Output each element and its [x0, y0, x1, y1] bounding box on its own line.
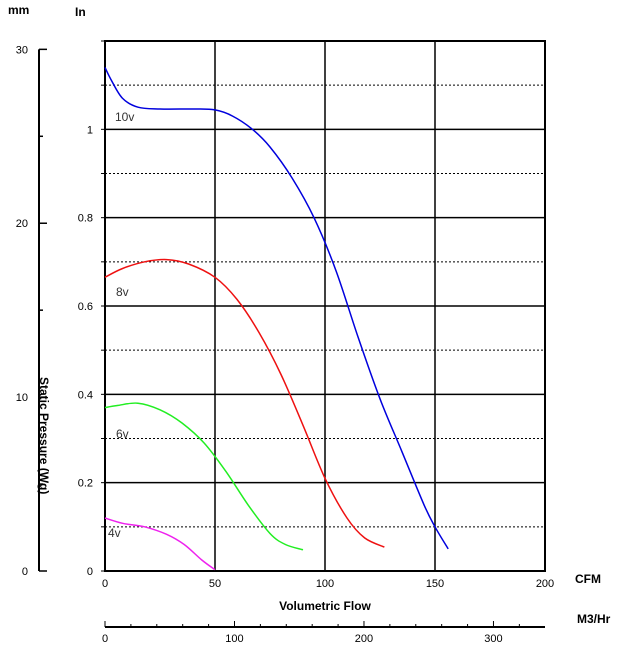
- x-m3-tick-label: 200: [355, 633, 373, 645]
- curve-label-6v: 6v: [116, 427, 129, 441]
- y-in-tick-label: 0.8: [78, 213, 93, 225]
- x-m3-tick-label: 100: [225, 633, 243, 645]
- y-mm-tick-label: 10: [16, 392, 28, 404]
- curve-6v: [104, 402, 304, 551]
- x-cfm-tick-label: 100: [316, 578, 334, 590]
- y-in-tick-label: 0.6: [78, 301, 93, 313]
- y-in-tick-label: 0.4: [78, 389, 93, 401]
- y-in-tick-label: 0: [87, 566, 93, 578]
- mm-unit-label: mm: [8, 3, 29, 17]
- grid: [104, 40, 546, 572]
- curve-8v: [104, 258, 385, 548]
- x-cfm-tick-label: 50: [209, 578, 221, 590]
- in-unit-label: In: [75, 5, 86, 19]
- x-axis-title: Volumetric Flow: [279, 599, 371, 613]
- y-axis-title: Static Pressure (Wg): [37, 377, 51, 494]
- x-cfm-tick-label: 0: [102, 578, 108, 590]
- curves: [104, 67, 449, 571]
- curve-10v: [104, 67, 449, 550]
- x-cfm-tick-label: 200: [536, 578, 554, 590]
- y-mm-tick-label: 20: [16, 218, 28, 230]
- y-mm-tick-label: 30: [16, 44, 28, 56]
- m3hr-unit-label: M3/Hr: [577, 612, 611, 626]
- cfm-unit-label: CFM: [575, 572, 601, 586]
- y-mm-tick-label: 0: [22, 566, 28, 578]
- axes: [38, 40, 545, 628]
- x-cfm-tick-label: 150: [426, 578, 444, 590]
- curve-label-4v: 4v: [108, 526, 121, 540]
- curve-label-10v: 10v: [115, 110, 134, 124]
- y-in-tick-label: 1: [87, 124, 93, 136]
- y-in-tick-label: 0.2: [78, 478, 93, 490]
- curve-4v: [104, 517, 216, 571]
- curve-label-8v: 8v: [116, 285, 129, 299]
- x-m3-tick-label: 0: [102, 633, 108, 645]
- x-m3-tick-label: 300: [484, 633, 502, 645]
